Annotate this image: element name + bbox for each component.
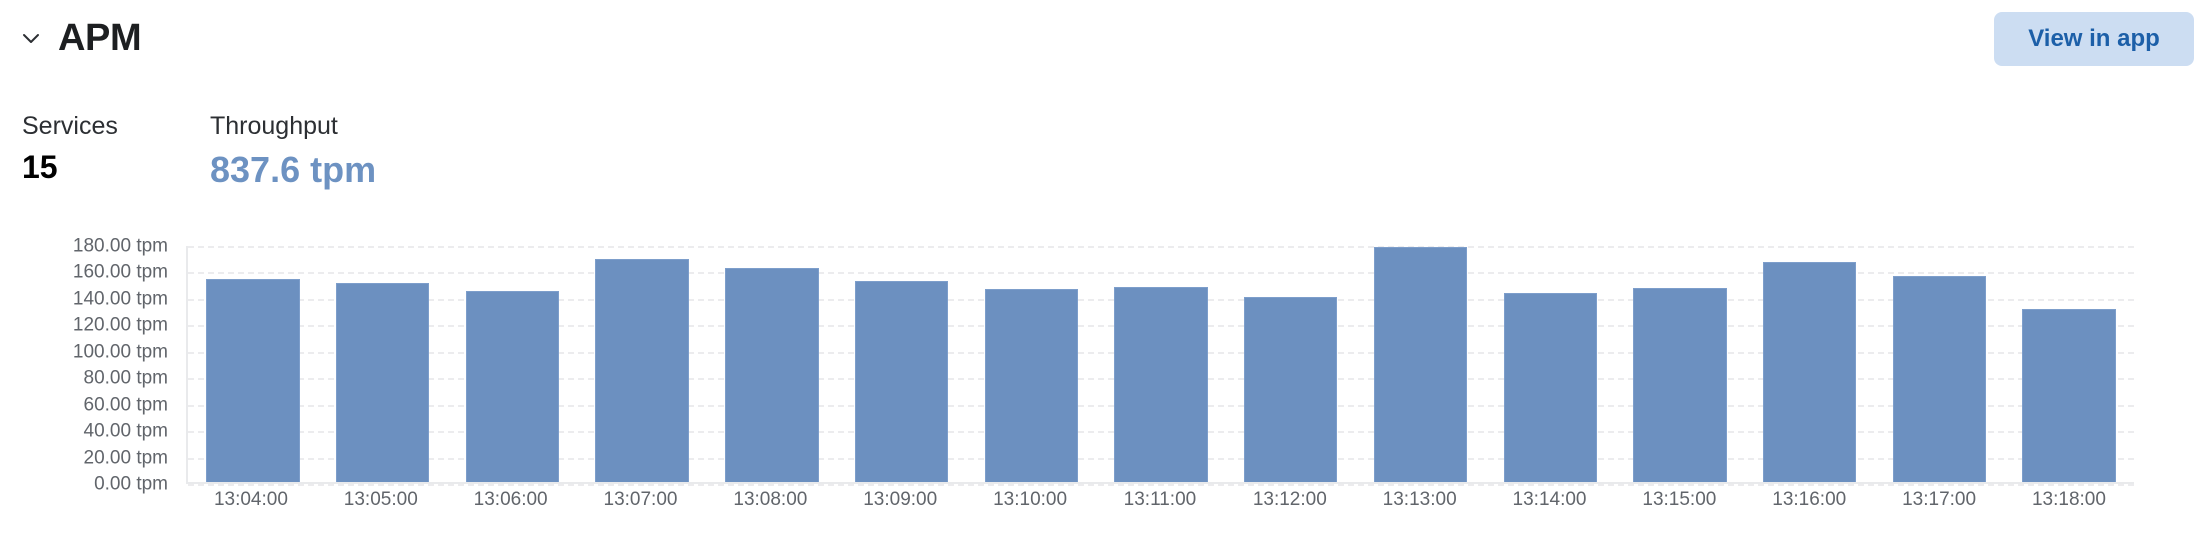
throughput-chart: 180.00 tpm 160.00 tpm 140.00 tpm 120.00 tpm… (0, 232, 2208, 550)
x-tick-slot: 13:04:00 (186, 490, 316, 524)
x-tick-label: 13:11:00 (1123, 489, 1197, 510)
x-tick-slot: 13:13:00 (1355, 490, 1485, 524)
x-tick-label: 13:09:00 (863, 489, 938, 510)
bar-slot (1485, 246, 1615, 482)
x-tick-label: 13:06:00 (473, 489, 548, 510)
y-tick-label: 20.00 tpm (83, 447, 169, 469)
x-tick-slot: 13:16:00 (1744, 490, 1874, 524)
bar-slot (837, 246, 967, 482)
x-tick-label: 13:10:00 (993, 489, 1068, 510)
bar-slot (1615, 246, 1745, 482)
x-tick-label: 13:15:00 (1642, 489, 1717, 510)
y-tick-label: 0.00 tpm (94, 473, 168, 495)
x-tick-slot: 13:06:00 (446, 490, 576, 524)
x-tick-label: 13:16:00 (1772, 489, 1847, 510)
chart-bar[interactable] (1244, 297, 1338, 482)
x-axis: 13:04:00 13:05:00 13:06:00 13:07:00 13:08:00… (186, 490, 2134, 524)
chart-bar[interactable] (1892, 276, 1987, 482)
bar-slot (966, 246, 1096, 482)
bar-slot (188, 246, 318, 482)
chart-bar[interactable] (206, 278, 300, 482)
x-tick-slot: 13:15:00 (1614, 490, 1744, 524)
x-tick-label: 13:05:00 (343, 489, 418, 510)
y-tick-label: 100.00 tpm (72, 341, 168, 363)
x-tick-slot: 13:18:00 (2004, 490, 2134, 524)
chart-bar[interactable] (1762, 261, 1857, 482)
x-tick-slot: 13:14:00 (1485, 490, 1615, 524)
x-tick-slot: 13:11:00 (1095, 490, 1225, 524)
x-tick-label: 13:17:00 (1902, 489, 1977, 510)
x-tick-slot: 13:05:00 (316, 490, 446, 524)
y-tick-label: 160.00 tpm (72, 261, 168, 283)
x-tick-label: 13:18:00 (2031, 489, 2106, 510)
y-tick-label: 180.00 tpm (72, 235, 168, 257)
y-tick-label: 60.00 tpm (83, 394, 169, 416)
metric-throughput-label: Throughput (210, 112, 338, 140)
bar-slot (707, 246, 837, 482)
bar-slot (318, 246, 448, 482)
x-tick-slot: 13:09:00 (835, 490, 965, 524)
x-tick-label: 13:08:00 (733, 489, 808, 510)
bar-slot (1096, 246, 1226, 482)
plot-area (186, 246, 2134, 486)
chart-bar[interactable] (465, 290, 560, 482)
panel-header: APM View in app (0, 0, 2208, 76)
y-tick-label: 140.00 tpm (72, 288, 168, 310)
chart-bar[interactable] (854, 281, 949, 482)
summary-metrics: Services 15 Throughput 837.6 tpm (22, 112, 376, 189)
x-tick-label: 13:12:00 (1252, 489, 1327, 510)
chevron-down-icon[interactable] (8, 15, 54, 61)
x-tick-slot: 13:10:00 (965, 490, 1095, 524)
gridline (188, 246, 2134, 248)
bar-slot (1875, 246, 2005, 482)
x-tick-label: 13:14:00 (1512, 489, 1587, 510)
bars-layer (188, 246, 2134, 482)
bar-slot (577, 246, 707, 482)
bar-slot (447, 246, 577, 482)
chart-bar[interactable] (984, 289, 1078, 482)
metric-services-value: 15 (22, 148, 58, 185)
x-tick-label: 13:13:00 (1382, 489, 1457, 510)
chevron-down-icon-svg (23, 34, 39, 43)
chart-bar[interactable] (1373, 247, 1468, 482)
bar-slot (1226, 246, 1356, 482)
y-tick-label: 40.00 tpm (83, 420, 169, 442)
chart-bar[interactable] (595, 259, 689, 482)
bar-slot (2004, 246, 2134, 482)
x-tick-label: 13:04:00 (213, 489, 288, 510)
chart-bar[interactable] (2022, 308, 2116, 482)
y-axis: 180.00 tpm 160.00 tpm 140.00 tpm 120.00 tpm… (0, 232, 176, 494)
x-tick-slot: 13:12:00 (1225, 490, 1355, 524)
view-in-app-button[interactable]: View in app (1994, 12, 2194, 66)
metric-services-label: Services (22, 112, 118, 140)
chart-bar[interactable] (1114, 286, 1208, 482)
page-title: APM (58, 17, 142, 59)
gridline (188, 484, 2134, 486)
chart-bar[interactable] (335, 282, 430, 482)
metric-services: Services 15 (22, 112, 138, 185)
x-tick-slot: 13:07:00 (576, 490, 706, 524)
chart-bar[interactable] (1633, 287, 1727, 482)
chart-bar[interactable] (725, 268, 819, 482)
x-tick-label: 13:07:00 (603, 489, 678, 510)
bar-slot (1745, 246, 1875, 482)
x-tick-slot: 13:17:00 (1874, 490, 2004, 524)
x-tick-slot: 13:08:00 (705, 490, 835, 524)
bar-slot (1356, 246, 1486, 482)
chart-bar[interactable] (1503, 293, 1597, 482)
metric-throughput: Throughput 837.6 tpm (210, 112, 376, 189)
y-tick-label: 80.00 tpm (83, 367, 169, 389)
y-tick-label: 120.00 tpm (72, 314, 168, 336)
metric-throughput-value: 837.6 tpm (210, 148, 377, 190)
